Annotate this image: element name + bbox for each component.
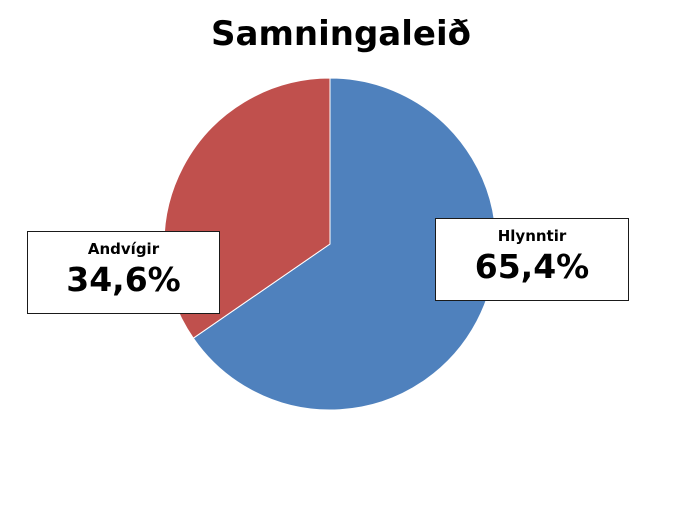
data-label-hlynntir: Hlynntir 65,4% xyxy=(435,218,629,301)
pie-slice-hlynntir xyxy=(192,77,497,411)
data-label-andvigir-value: 34,6% xyxy=(66,260,181,299)
data-label-andvigir-name: Andvígir xyxy=(87,240,160,258)
data-label-hlynntir-value: 65,4% xyxy=(474,247,590,286)
data-label-andvigir: Andvígir 34,6% xyxy=(27,231,220,314)
data-label-hlynntir-name: Hlynntir xyxy=(497,227,567,245)
chart-title: Samningaleið xyxy=(211,14,471,54)
